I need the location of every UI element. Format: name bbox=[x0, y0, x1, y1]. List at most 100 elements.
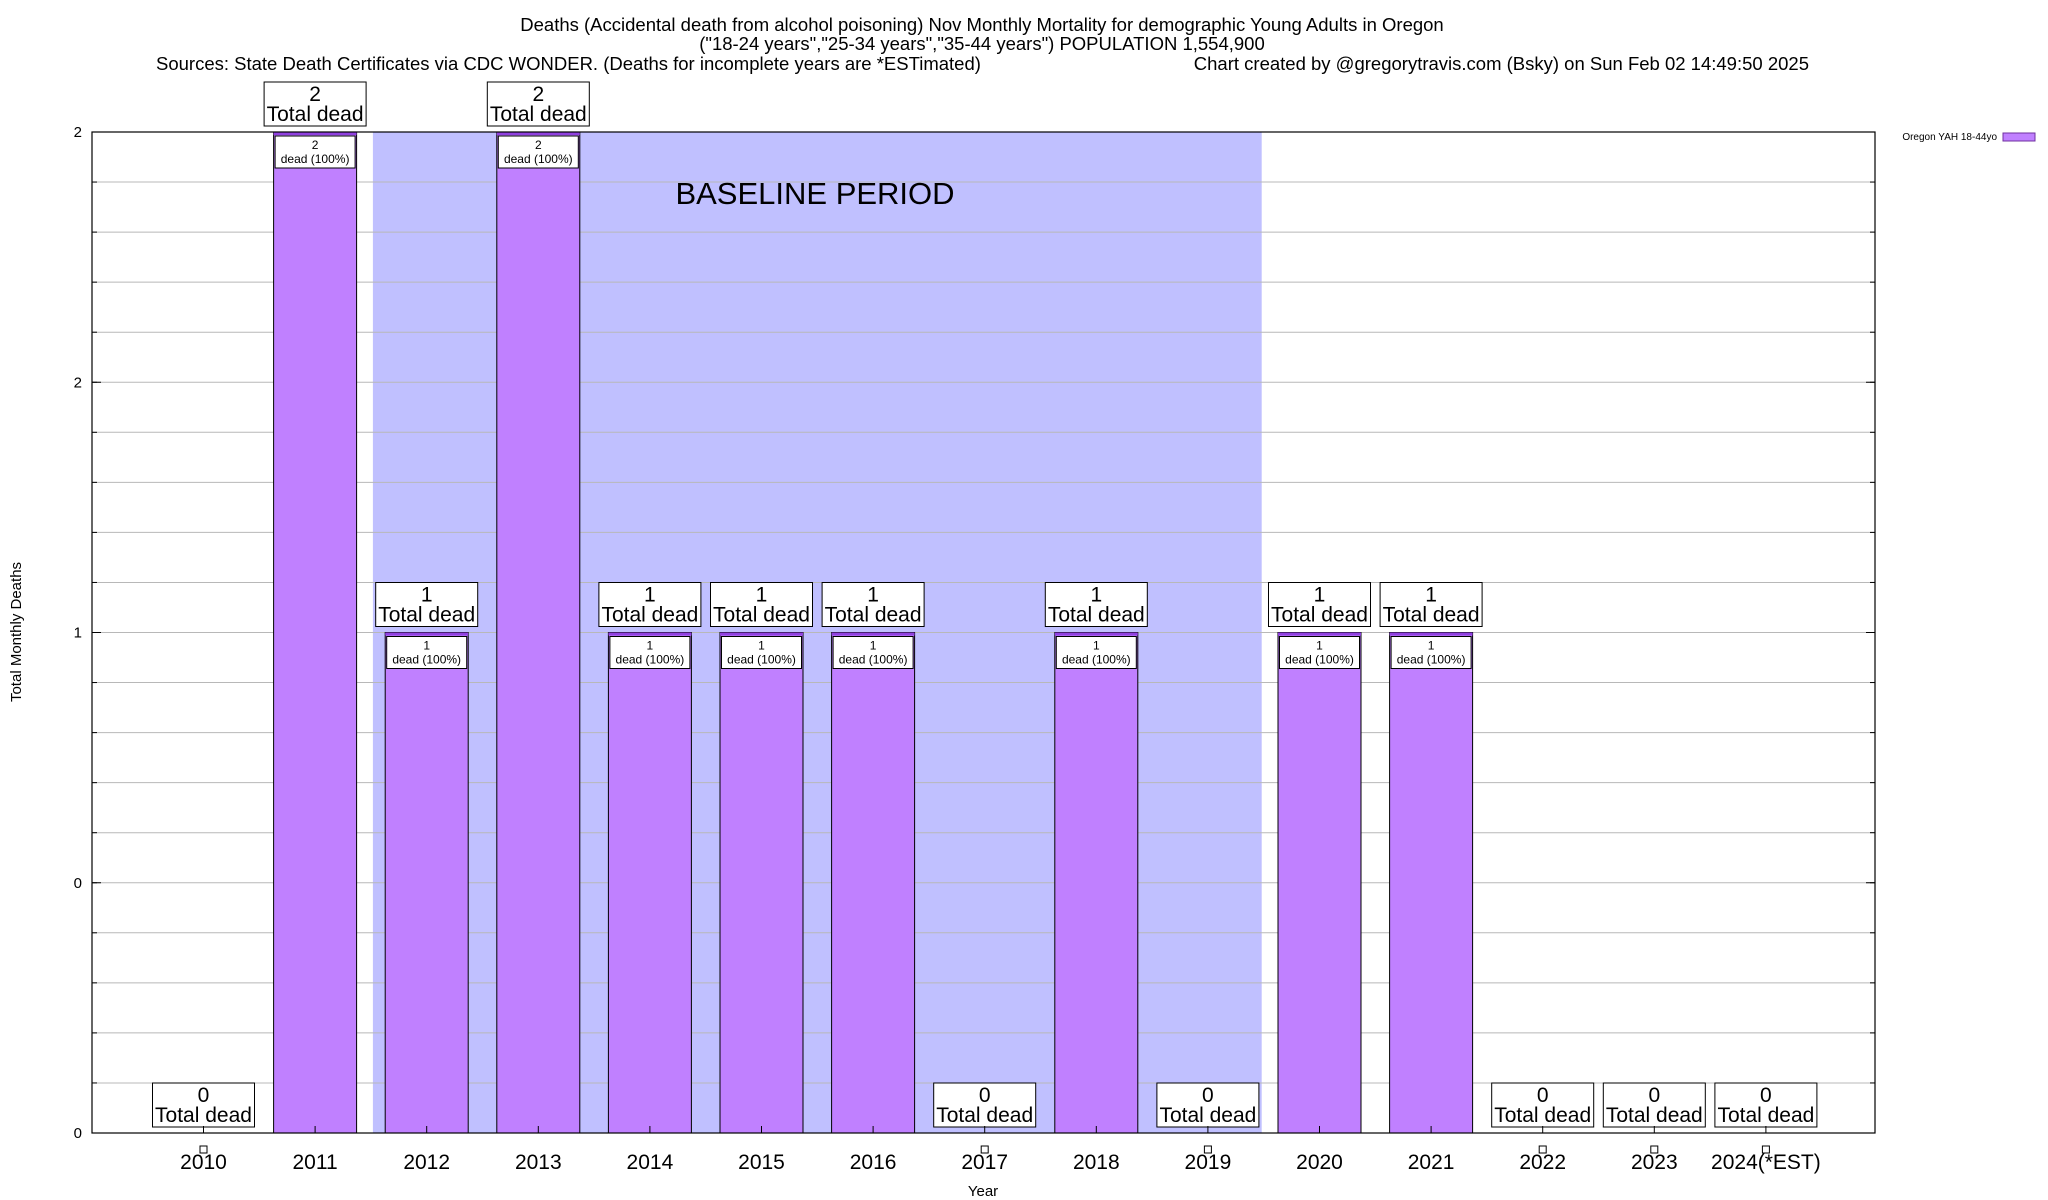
total-text: Total dead bbox=[1159, 1104, 1256, 1127]
total-label-box bbox=[1156, 1082, 1260, 1128]
bar-top-edge bbox=[273, 132, 357, 135]
bar-inner-label-box bbox=[1279, 636, 1360, 669]
bar-inner-label-box bbox=[386, 636, 468, 669]
total-count: 1 bbox=[1314, 584, 1326, 607]
y-tick-label: 0 bbox=[74, 875, 82, 892]
bar-inner-count: 1 bbox=[1428, 639, 1435, 653]
total-text: Total dead bbox=[601, 604, 698, 627]
total-count: 1 bbox=[1090, 584, 1102, 607]
total-count: 0 bbox=[1648, 1084, 1660, 1107]
x-axis-label: Year bbox=[968, 1183, 998, 1200]
total-text: Total dead bbox=[378, 604, 475, 627]
bar-inner-count: 1 bbox=[1316, 639, 1323, 653]
x-tick-label: 2024(*EST) bbox=[1711, 1151, 1821, 1174]
total-label-box bbox=[1491, 1082, 1595, 1128]
total-label-box bbox=[1044, 582, 1148, 627]
bar bbox=[384, 632, 469, 1134]
zero-marker bbox=[1538, 1145, 1547, 1154]
total-count: 1 bbox=[756, 584, 768, 607]
bar-inner-count: 1 bbox=[1093, 639, 1100, 653]
bar bbox=[496, 131, 581, 1134]
total-count: 2 bbox=[532, 83, 544, 106]
bar-inner-text: dead (100%) bbox=[839, 653, 908, 667]
bar bbox=[1054, 632, 1139, 1134]
x-tick-label: 2022 bbox=[1519, 1151, 1566, 1174]
total-count: 2 bbox=[309, 83, 321, 106]
bar-top-edge bbox=[496, 132, 580, 135]
bar-top-edge bbox=[1389, 632, 1473, 636]
total-text: Total dead bbox=[490, 103, 587, 126]
bar-inner-count: 1 bbox=[423, 639, 430, 653]
x-tick-label: 2021 bbox=[1408, 1151, 1455, 1174]
total-label-box bbox=[710, 582, 813, 627]
y-tick-label: 2 bbox=[74, 374, 82, 391]
total-label-box bbox=[486, 81, 590, 127]
x-tick-label: 2019 bbox=[1185, 1151, 1232, 1174]
chart-title-line-2: ("18-24 years","25-34 years","35-44 year… bbox=[699, 33, 1265, 54]
bar-inner-label-box bbox=[1390, 636, 1472, 669]
total-label-box bbox=[1714, 1082, 1818, 1128]
total-count: 1 bbox=[421, 584, 433, 607]
legend-label: Oregon YAH 18-44yo bbox=[1902, 132, 1997, 143]
total-text: Total dead bbox=[1271, 604, 1368, 627]
bar bbox=[273, 131, 358, 1134]
total-text: Total dead bbox=[825, 604, 922, 627]
y-axis-label: Total Monthly Deaths bbox=[8, 562, 25, 702]
chart-sources: Sources: State Death Certificates via CD… bbox=[156, 53, 981, 74]
chart-credit: Chart created by @gregorytravis.com (Bsk… bbox=[1194, 53, 1809, 74]
total-label-box bbox=[1379, 582, 1483, 627]
bar bbox=[1389, 632, 1474, 1134]
x-tick-label: 2017 bbox=[961, 1151, 1008, 1174]
total-label-box bbox=[1602, 1082, 1706, 1128]
total-text: Total dead bbox=[1606, 1104, 1703, 1127]
baseline-label: BASELINE PERIOD bbox=[675, 176, 954, 211]
bar-inner-count: 1 bbox=[870, 639, 877, 653]
bar-top-edge bbox=[1054, 632, 1138, 636]
bar bbox=[607, 632, 692, 1134]
bar bbox=[831, 632, 916, 1134]
total-count: 0 bbox=[1760, 1084, 1772, 1107]
bar-inner-text: dead (100%) bbox=[392, 653, 461, 667]
total-label-box bbox=[1268, 582, 1371, 627]
bar-top-edge bbox=[831, 632, 915, 636]
total-count: 0 bbox=[198, 1084, 210, 1107]
bar-inner-count: 2 bbox=[312, 138, 319, 152]
zero-marker bbox=[1761, 1145, 1770, 1154]
total-count: 1 bbox=[1425, 584, 1437, 607]
y-tick-label: 1 bbox=[74, 625, 82, 642]
bar-inner-label-box bbox=[1055, 636, 1137, 669]
total-count: 1 bbox=[867, 584, 879, 607]
x-tick-label: 2023 bbox=[1631, 1151, 1678, 1174]
bar-inner-count: 1 bbox=[758, 639, 765, 653]
bar-inner-text: dead (100%) bbox=[281, 152, 350, 166]
total-text: Total dead bbox=[936, 1104, 1033, 1127]
bar-inner-label-box bbox=[609, 636, 691, 669]
legend-swatch bbox=[2002, 132, 2036, 142]
total-count: 0 bbox=[1537, 1084, 1549, 1107]
bar-inner-label-box bbox=[721, 636, 802, 669]
x-tick-label: 2018 bbox=[1073, 1151, 1120, 1174]
total-text: Total dead bbox=[1048, 604, 1145, 627]
x-tick-label: 2016 bbox=[850, 1151, 897, 1174]
total-label-box bbox=[598, 582, 702, 627]
bar bbox=[1277, 632, 1362, 1134]
zero-marker bbox=[1203, 1145, 1212, 1154]
x-tick-label: 2011 bbox=[293, 1151, 338, 1174]
bar-inner-label-box bbox=[497, 135, 579, 169]
bar-top-edge bbox=[608, 632, 692, 636]
total-label-box bbox=[263, 81, 367, 127]
total-text: Total dead bbox=[155, 1104, 252, 1127]
bar-inner-label-box bbox=[832, 636, 914, 669]
bar-inner-text: dead (100%) bbox=[616, 653, 685, 667]
bar-inner-text: dead (100%) bbox=[1062, 653, 1131, 667]
zero-marker bbox=[199, 1145, 208, 1154]
total-text: Total dead bbox=[1717, 1104, 1814, 1127]
x-tick-label: 2012 bbox=[403, 1151, 450, 1174]
bar-inner-text: dead (100%) bbox=[504, 152, 573, 166]
bar bbox=[719, 632, 804, 1134]
bar-inner-text: dead (100%) bbox=[727, 653, 796, 667]
y-tick-label: 0 bbox=[74, 1125, 82, 1142]
